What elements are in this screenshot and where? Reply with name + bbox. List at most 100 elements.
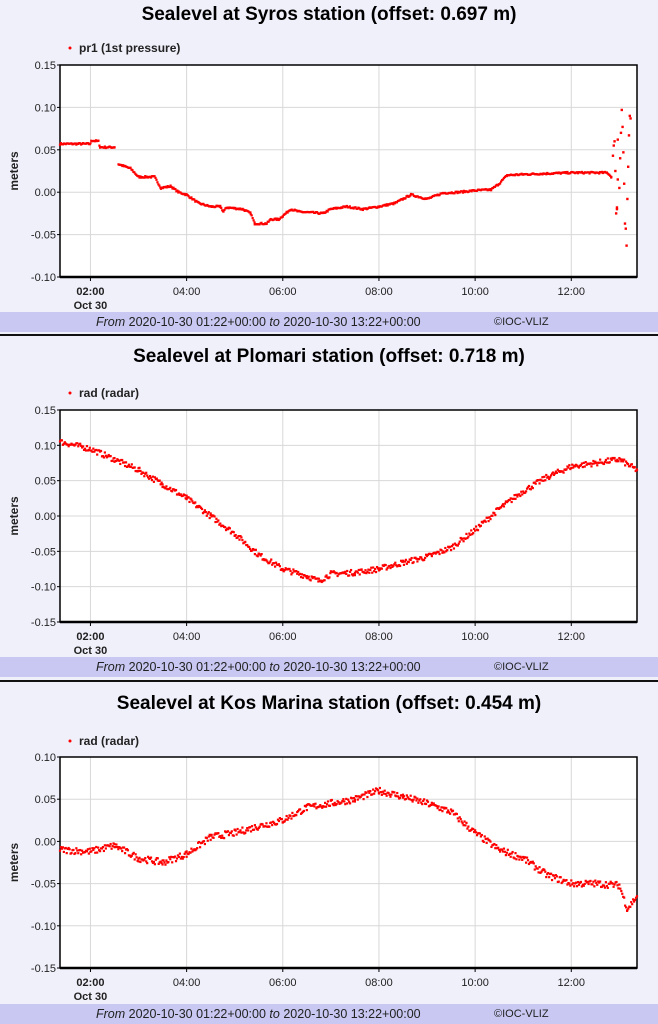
data-point xyxy=(206,839,209,842)
data-point xyxy=(583,465,586,468)
data-point xyxy=(425,799,429,802)
data-point xyxy=(110,847,113,850)
data-point xyxy=(615,206,619,209)
data-point xyxy=(460,190,464,193)
data-point xyxy=(291,571,294,574)
data-point xyxy=(265,559,268,562)
y-tick-label: 0.10 xyxy=(35,102,56,114)
legend-marker xyxy=(68,46,72,50)
y-tick-label: 0.10 xyxy=(35,752,56,764)
data-point xyxy=(391,565,394,569)
data-point xyxy=(191,850,194,853)
data-point xyxy=(248,826,252,829)
legend-label[interactable]: rad (radar) xyxy=(79,734,139,748)
data-point xyxy=(461,537,464,540)
data-point xyxy=(81,445,85,448)
data-point xyxy=(58,143,62,146)
copyright[interactable]: ©IOC-VLIZ xyxy=(494,316,549,328)
data-point xyxy=(515,493,518,496)
data-point xyxy=(173,855,177,858)
data-point xyxy=(512,497,515,500)
data-point xyxy=(278,565,282,568)
data-point xyxy=(329,572,332,575)
data-point xyxy=(121,849,124,853)
data-point xyxy=(466,536,469,540)
data-point xyxy=(161,863,164,866)
from-date: 2020-10-30 01:22+00:00 xyxy=(128,315,266,329)
data-point xyxy=(574,881,578,884)
data-point xyxy=(410,798,413,802)
data-point xyxy=(549,476,552,479)
data-point xyxy=(619,458,622,461)
data-point xyxy=(353,800,357,803)
data-point xyxy=(292,568,295,571)
data-point xyxy=(422,799,425,803)
legend-label[interactable]: rad (radar) xyxy=(79,386,139,400)
data-point xyxy=(254,548,257,551)
data-point xyxy=(596,883,599,886)
data-point xyxy=(406,796,409,799)
data-point xyxy=(467,535,470,538)
copyright[interactable]: ©IOC-VLIZ xyxy=(494,1008,549,1020)
data-point xyxy=(87,448,90,452)
data-point xyxy=(591,883,594,886)
data-point xyxy=(436,807,439,810)
data-point xyxy=(169,184,172,187)
data-point xyxy=(139,469,142,473)
data-point xyxy=(591,462,594,465)
data-point xyxy=(486,516,489,519)
data-point xyxy=(479,524,482,527)
data-point xyxy=(474,529,477,532)
data-point xyxy=(123,846,126,849)
data-point xyxy=(384,563,387,567)
data-point xyxy=(283,820,286,823)
data-point xyxy=(444,546,447,550)
data-point xyxy=(239,829,242,832)
legend-label[interactable]: pr1 (1st pressure) xyxy=(79,41,180,55)
data-point xyxy=(609,174,612,177)
data-point xyxy=(244,831,247,835)
data-point xyxy=(620,108,623,112)
data-point xyxy=(539,871,542,874)
data-point xyxy=(429,553,432,556)
data-point xyxy=(369,568,372,572)
data-point xyxy=(200,507,204,511)
data-point xyxy=(102,456,106,459)
data-point xyxy=(626,462,630,466)
data-point xyxy=(446,811,449,814)
data-point xyxy=(341,206,344,209)
data-point xyxy=(584,461,587,464)
data-point xyxy=(447,809,450,812)
y-axis-label: meters xyxy=(7,496,21,536)
data-point xyxy=(424,802,428,806)
data-point xyxy=(258,553,261,556)
data-point xyxy=(66,443,69,446)
copyright[interactable]: ©IOC-VLIZ xyxy=(494,661,549,673)
data-point xyxy=(357,568,360,572)
data-point xyxy=(111,845,114,848)
data-point xyxy=(204,511,207,514)
data-point xyxy=(194,501,197,504)
data-point xyxy=(344,803,347,806)
data-point xyxy=(265,822,268,825)
data-point xyxy=(171,490,174,493)
data-point xyxy=(187,496,190,499)
data-point xyxy=(555,471,558,475)
data-point xyxy=(589,879,592,883)
data-point xyxy=(258,825,261,828)
data-point xyxy=(241,539,244,542)
data-point xyxy=(588,172,591,175)
data-point xyxy=(324,211,327,214)
data-point xyxy=(501,850,505,853)
data-point xyxy=(101,455,105,458)
data-point xyxy=(109,455,112,458)
data-point xyxy=(137,860,140,863)
data-point xyxy=(574,465,577,468)
data-point xyxy=(169,858,172,861)
data-point xyxy=(474,831,478,834)
data-point xyxy=(543,868,546,871)
data-point xyxy=(296,572,299,575)
data-point xyxy=(319,579,322,582)
data-point xyxy=(342,798,345,801)
data-point xyxy=(486,837,489,840)
